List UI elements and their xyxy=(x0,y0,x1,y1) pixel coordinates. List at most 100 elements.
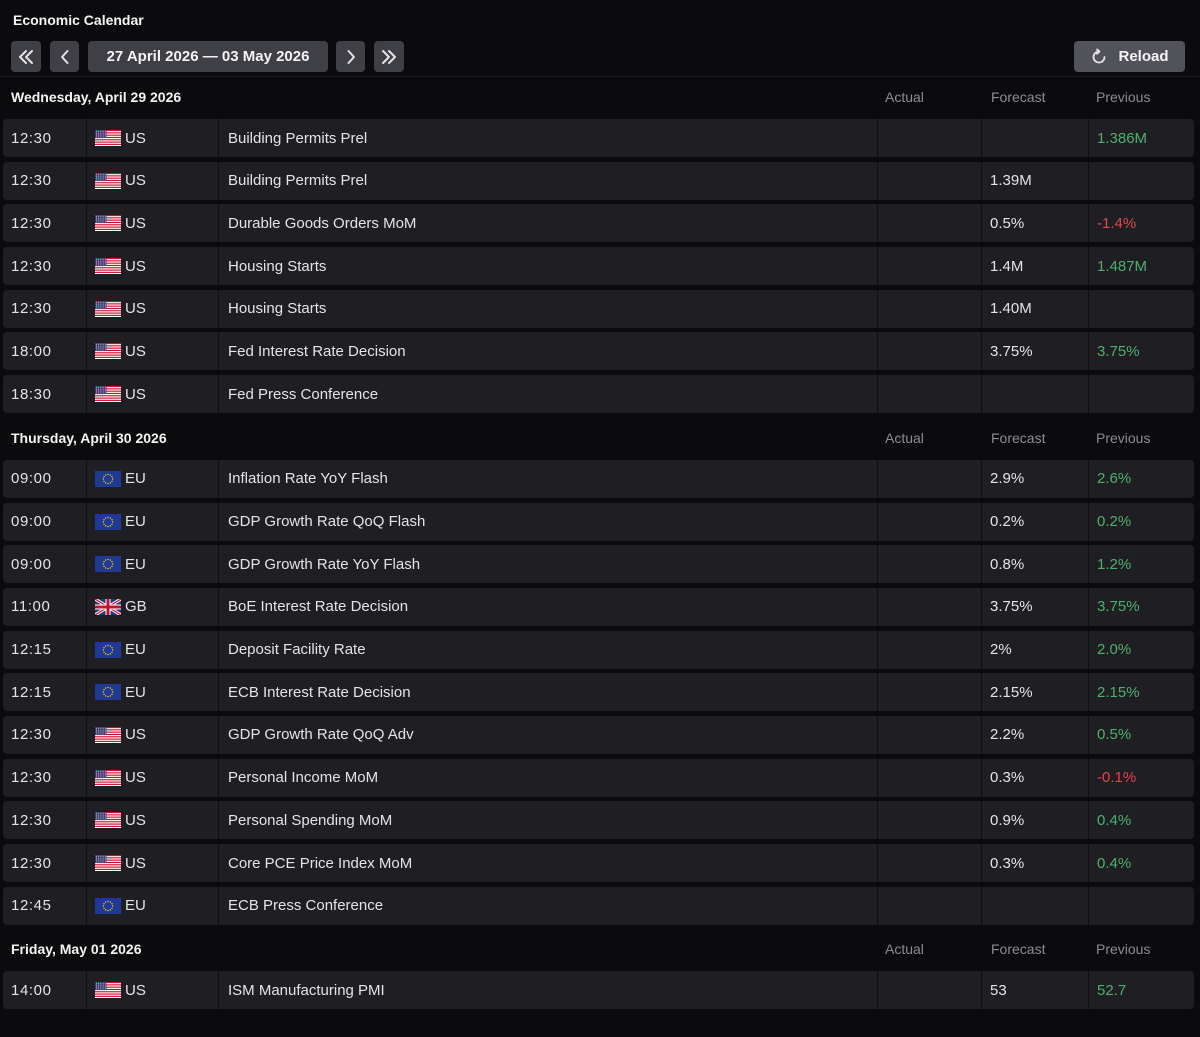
event-country: EU xyxy=(87,630,219,669)
event-actual xyxy=(878,587,982,626)
event-country: US xyxy=(87,715,219,754)
double-chevron-right-icon xyxy=(382,49,396,64)
event-name: GDP Growth Rate QoQ Adv xyxy=(219,715,878,754)
event-row[interactable]: 12:15 EU ECB Interest Rate Decision 2.15… xyxy=(3,673,1194,712)
event-time: 12:30 xyxy=(3,119,87,157)
event-time: 12:15 xyxy=(3,630,87,669)
event-country: EU xyxy=(87,459,219,498)
event-row[interactable]: 12:30 US Personal Income MoM 0.3% -0.1% xyxy=(3,758,1194,797)
event-row[interactable]: 12:30 US Durable Goods Orders MoM 0.5% -… xyxy=(3,204,1194,243)
event-previous: 0.2% xyxy=(1097,513,1132,530)
eu-flag-icon xyxy=(95,641,121,658)
country-code: US xyxy=(125,214,146,232)
event-actual xyxy=(878,161,982,200)
event-forecast: 0.3% xyxy=(982,758,1089,797)
us-flag-icon xyxy=(95,726,121,743)
event-forecast: 0.2% xyxy=(982,502,1089,541)
country-code: US xyxy=(125,726,146,744)
chevron-left-icon xyxy=(60,49,68,64)
event-actual xyxy=(878,247,982,286)
event-previous: 52.7 xyxy=(1097,981,1127,999)
event-row[interactable]: 12:30 US Core PCE Price Index MoM 0.3% 0… xyxy=(3,844,1194,882)
event-country: US xyxy=(87,204,219,243)
eu-flag-icon xyxy=(95,513,121,530)
event-row[interactable]: 12:30 US Building Permits Prel 1.386M xyxy=(3,119,1194,157)
event-row[interactable]: 12:30 US Building Permits Prel 1.39M xyxy=(3,161,1194,200)
event-time: 09:00 xyxy=(3,459,87,498)
event-time: 09:00 xyxy=(3,545,87,584)
event-name: Housing Starts xyxy=(219,289,878,328)
country-code: US xyxy=(125,257,146,275)
event-previous: 2.0% xyxy=(1097,641,1132,659)
column-header-forecast: Forecast xyxy=(991,89,1046,105)
event-row[interactable]: 12:30 US GDP Growth Rate QoQ Adv 2.2% 0.… xyxy=(3,715,1194,754)
event-forecast: 0.3% xyxy=(982,844,1089,882)
event-name: Personal Income MoM xyxy=(219,758,878,797)
event-forecast: 2.9% xyxy=(982,459,1089,498)
toolbar-divider xyxy=(0,76,1200,77)
event-row[interactable]: 12:30 US Housing Starts 1.4M 1.487M xyxy=(3,247,1194,286)
event-time: 12:30 xyxy=(3,715,87,754)
day-title: Friday, May 01 2026 xyxy=(11,941,142,958)
reload-button[interactable]: Reload xyxy=(1074,41,1185,72)
event-row[interactable]: 12:45 EU ECB Press Conference xyxy=(3,886,1194,925)
event-forecast xyxy=(982,886,1089,925)
event-name: Core PCE Price Index MoM xyxy=(219,844,878,882)
event-row[interactable]: 09:00 EU GDP Growth Rate YoY Flash 0.8% … xyxy=(3,545,1194,584)
event-previous: 2.6% xyxy=(1097,470,1132,488)
event-forecast: 0.9% xyxy=(982,801,1089,840)
event-actual xyxy=(878,332,982,371)
country-code: GB xyxy=(125,598,147,616)
event-previous: 1.487M xyxy=(1097,257,1148,275)
us-flag-icon xyxy=(95,172,121,189)
event-row[interactable]: 12:30 US Housing Starts 1.40M xyxy=(3,289,1194,328)
event-actual xyxy=(878,545,982,584)
last-week-button[interactable] xyxy=(374,41,404,72)
event-actual xyxy=(878,715,982,754)
day-header: Friday, May 01 2026 Actual Forecast Prev… xyxy=(3,929,1194,971)
event-row[interactable]: 18:30 US Fed Press Conference xyxy=(3,375,1194,414)
event-time: 12:30 xyxy=(3,844,87,882)
event-previous: 1.386M xyxy=(1097,129,1148,147)
event-previous: 2.15% xyxy=(1097,683,1140,701)
event-forecast: 3.75% xyxy=(982,332,1089,371)
calendar-table: Wednesday, April 29 2026 Actual Forecast… xyxy=(3,77,1194,1014)
day-title: Wednesday, April 29 2026 xyxy=(11,89,182,105)
event-forecast: 2% xyxy=(982,630,1089,669)
event-row[interactable]: 12:15 EU Deposit Facility Rate 2% 2.0% xyxy=(3,630,1194,669)
event-row[interactable]: 18:00 US Fed Interest Rate Decision 3.75… xyxy=(3,332,1194,371)
event-previous: -1.4% xyxy=(1097,214,1137,232)
event-row[interactable]: 09:00 EU Inflation Rate YoY Flash 2.9% 2… xyxy=(3,459,1194,498)
event-time: 14:00 xyxy=(3,971,87,1010)
first-week-button[interactable] xyxy=(11,41,41,72)
event-actual xyxy=(878,971,982,1010)
event-forecast: 0.5% xyxy=(982,204,1089,243)
event-actual xyxy=(878,204,982,243)
event-previous: 3.75% xyxy=(1097,342,1140,360)
event-forecast xyxy=(982,119,1089,157)
event-country: EU xyxy=(87,545,219,584)
event-actual xyxy=(878,801,982,840)
event-name: Building Permits Prel xyxy=(219,161,878,200)
event-country: EU xyxy=(87,673,219,712)
event-name: Durable Goods Orders MoM xyxy=(219,204,878,243)
event-actual xyxy=(878,673,982,712)
event-name: GDP Growth Rate YoY Flash xyxy=(219,545,878,584)
country-code: US xyxy=(125,854,146,872)
event-row[interactable]: 09:00 EU GDP Growth Rate QoQ Flash 0.2% … xyxy=(3,502,1194,541)
event-previous: 0.5% xyxy=(1097,726,1132,744)
column-header-actual: Actual xyxy=(885,89,924,105)
event-row[interactable]: 12:30 US Personal Spending MoM 0.9% 0.4% xyxy=(3,801,1194,840)
reload-label: Reload xyxy=(1118,48,1169,65)
country-code: EU xyxy=(125,513,146,530)
event-row[interactable]: 14:00 US ISM Manufacturing PMI 53 52.7 xyxy=(3,971,1194,1010)
date-range-label[interactable]: 27 April 2026 — 03 May 2026 xyxy=(88,41,328,72)
prev-week-button[interactable] xyxy=(50,41,79,72)
event-name: ISM Manufacturing PMI xyxy=(219,971,878,1010)
event-actual xyxy=(878,459,982,498)
eu-flag-icon xyxy=(95,470,121,487)
event-row[interactable]: 11:00 GB BoE Interest Rate Decision 3.75… xyxy=(3,587,1194,626)
next-week-button[interactable] xyxy=(336,41,365,72)
event-forecast: 1.4M xyxy=(982,247,1089,286)
event-time: 18:30 xyxy=(3,375,87,414)
